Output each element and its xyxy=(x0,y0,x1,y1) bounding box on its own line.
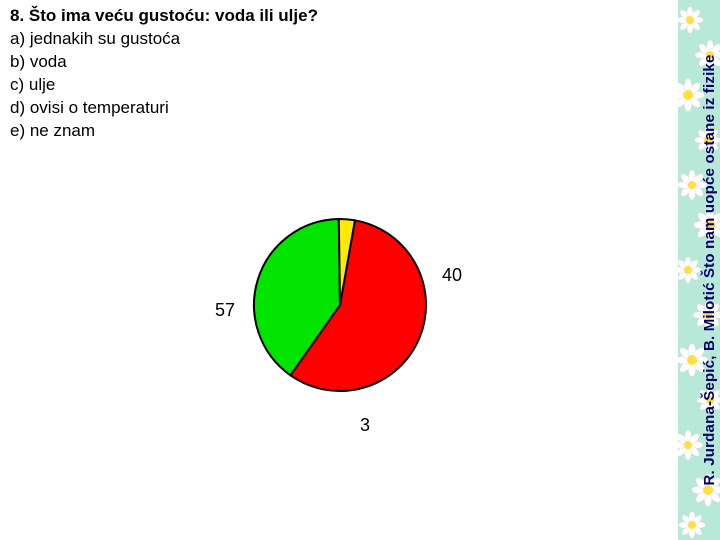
pie-label-40: 40 xyxy=(442,265,462,286)
side-strip: R. Jurdana-Šepić, B. Milotić Što nam uop… xyxy=(678,0,720,540)
option-d: d) ovisi o temperaturi xyxy=(10,97,660,120)
option-b: b) voda xyxy=(10,51,660,74)
pie-svg xyxy=(220,205,480,435)
pie-label-3: 3 xyxy=(360,415,370,436)
pie-chart: 57 40 3 xyxy=(220,205,480,435)
pie-label-57: 57 xyxy=(215,300,235,321)
side-citation-text: R. Jurdana-Šepić, B. Milotić Što nam uop… xyxy=(701,54,718,485)
option-c: c) ulje xyxy=(10,74,660,97)
option-e: e) ne znam xyxy=(10,120,660,143)
option-a: a) jednakih su gustoća xyxy=(10,28,660,51)
question-title: 8. Što ima veću gustoću: voda ili ulje? xyxy=(10,6,660,26)
